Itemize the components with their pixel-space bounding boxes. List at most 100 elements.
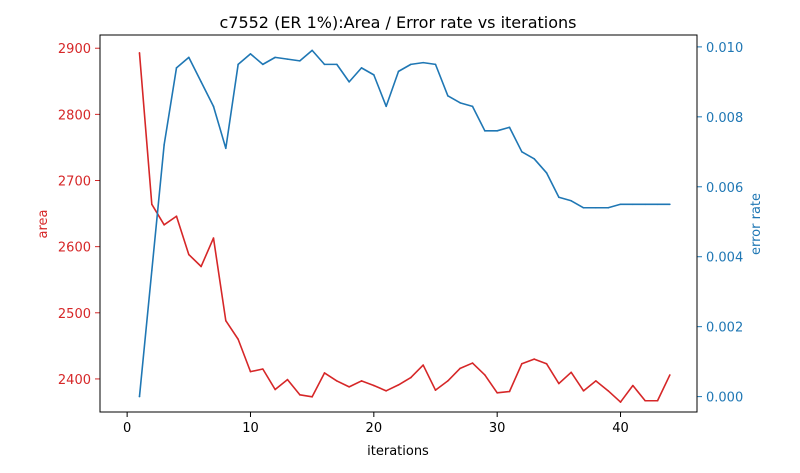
error-rate-data-point <box>274 56 276 59</box>
y-left-tick-label: 2800 <box>58 108 91 123</box>
y-left-tick-label: 2400 <box>58 373 91 388</box>
y-right-tick-label: 0.010 <box>706 41 743 56</box>
area-data-point <box>669 374 671 376</box>
error-rate-data-point <box>397 70 400 73</box>
area-data-point <box>558 382 560 385</box>
y-right-tick-label: 0.000 <box>706 391 743 406</box>
x-tick-label: 10 <box>242 421 259 436</box>
area-data-point <box>138 52 141 54</box>
error-rate-series-line <box>138 49 670 397</box>
error-rate-data-point <box>373 74 375 76</box>
error-rate-data-point <box>521 151 523 153</box>
area-data-point <box>434 389 437 391</box>
area-data-point <box>188 253 190 256</box>
area-data-point <box>274 388 276 391</box>
area-data-point <box>471 362 474 364</box>
area-data-point <box>422 364 424 366</box>
x-tick-label: 40 <box>612 421 629 436</box>
error-rate-data-point <box>447 95 449 97</box>
error-rate-data-point <box>348 81 350 83</box>
error-rate-data-point <box>138 395 141 398</box>
area-data-point <box>656 399 659 402</box>
error-rate-data-point <box>632 203 634 206</box>
area-data-point <box>570 371 572 374</box>
area-data-point <box>348 386 350 388</box>
area-data-point <box>459 367 461 370</box>
area-data-point <box>496 392 498 394</box>
y-left-tick-label: 2600 <box>58 241 91 256</box>
error-rate-data-point <box>200 81 202 83</box>
y-right-tick-label: 0.002 <box>706 321 743 336</box>
area-data-point <box>644 399 646 402</box>
error-rate-data-point <box>385 105 387 108</box>
error-rate-data-point <box>311 49 313 52</box>
error-rate-data-point <box>323 63 326 66</box>
area-data-point <box>175 215 178 218</box>
area-data-point <box>200 265 202 268</box>
x-tick-label: 20 <box>366 421 383 436</box>
area-data-point <box>237 338 239 341</box>
error-rate-data-point <box>249 53 252 55</box>
error-rate-data-point <box>175 67 178 69</box>
area-data-point <box>447 380 449 382</box>
area-data-point <box>286 378 289 381</box>
area-data-point <box>212 237 215 239</box>
error-rate-data-point <box>669 203 671 206</box>
area-data-point <box>397 384 400 386</box>
area-data-point <box>632 384 634 387</box>
error-rate-data-point <box>360 67 363 69</box>
error-rate-data-point <box>336 63 338 66</box>
y-left-tick-label: 2700 <box>58 175 91 190</box>
error-rate-data-point <box>570 199 572 202</box>
chart-title: c7552 (ER 1%):Area / Error rate vs itera… <box>219 13 576 32</box>
y-right-tick-label: 0.006 <box>706 181 743 196</box>
error-rate-data-point <box>459 102 461 104</box>
plot-frame <box>99 34 698 413</box>
x-tick-label: 0 <box>123 421 131 436</box>
error-rate-data-point <box>644 203 646 206</box>
area-data-point <box>619 401 622 403</box>
area-data-point <box>262 368 264 370</box>
error-rate-data-point <box>496 130 498 132</box>
area-data-point <box>336 380 338 382</box>
area-data-point <box>521 362 523 365</box>
error-rate-data-point <box>151 269 153 272</box>
area-data-point <box>225 319 227 322</box>
y-left-tick-label: 2900 <box>58 42 91 57</box>
area-data-point <box>323 372 326 374</box>
area-data-point <box>545 362 548 365</box>
error-rate-data-point <box>607 206 609 209</box>
area-series-line <box>138 52 671 403</box>
error-rate-data-point <box>410 63 412 66</box>
error-rate-data-point <box>163 144 165 146</box>
y-left-tick-label: 2500 <box>58 307 91 322</box>
error-rate-data-point <box>262 63 264 66</box>
error-rate-data-point <box>545 171 548 174</box>
error-rate-data-point <box>188 56 190 59</box>
error-rate-data-point <box>619 203 622 206</box>
plot-area: 0 10 20 30 40 2400 2500 2600 2700 2800 2900 0.000 0.… <box>58 41 743 436</box>
error-rate-data-point <box>434 63 437 66</box>
error-rate-data-point <box>656 203 659 206</box>
area-data-point <box>508 390 511 393</box>
area-data-point <box>373 384 375 387</box>
area-data-point <box>533 358 535 360</box>
error-rate-data-point <box>533 158 535 160</box>
error-rate-data-point <box>286 58 289 60</box>
area-data-point <box>163 224 165 226</box>
error-rate-data-point <box>225 147 227 150</box>
area-data-point <box>385 390 387 392</box>
area-data-point <box>595 380 597 382</box>
error-rate-data-point <box>558 196 560 199</box>
area-data-point <box>582 390 585 392</box>
x-tick-label: 30 <box>489 421 506 436</box>
y-axis-right-label: error rate <box>749 193 764 255</box>
area-data-point <box>410 376 412 379</box>
y-right-tick-label: 0.004 <box>706 251 743 266</box>
error-rate-data-point <box>508 126 511 129</box>
y-right-tick-label: 0.008 <box>706 111 743 126</box>
error-rate-data-point <box>582 206 585 209</box>
y-axis-left-label: area <box>36 210 51 239</box>
